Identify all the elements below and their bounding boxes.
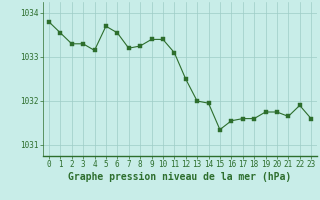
X-axis label: Graphe pression niveau de la mer (hPa): Graphe pression niveau de la mer (hPa)	[68, 172, 292, 182]
